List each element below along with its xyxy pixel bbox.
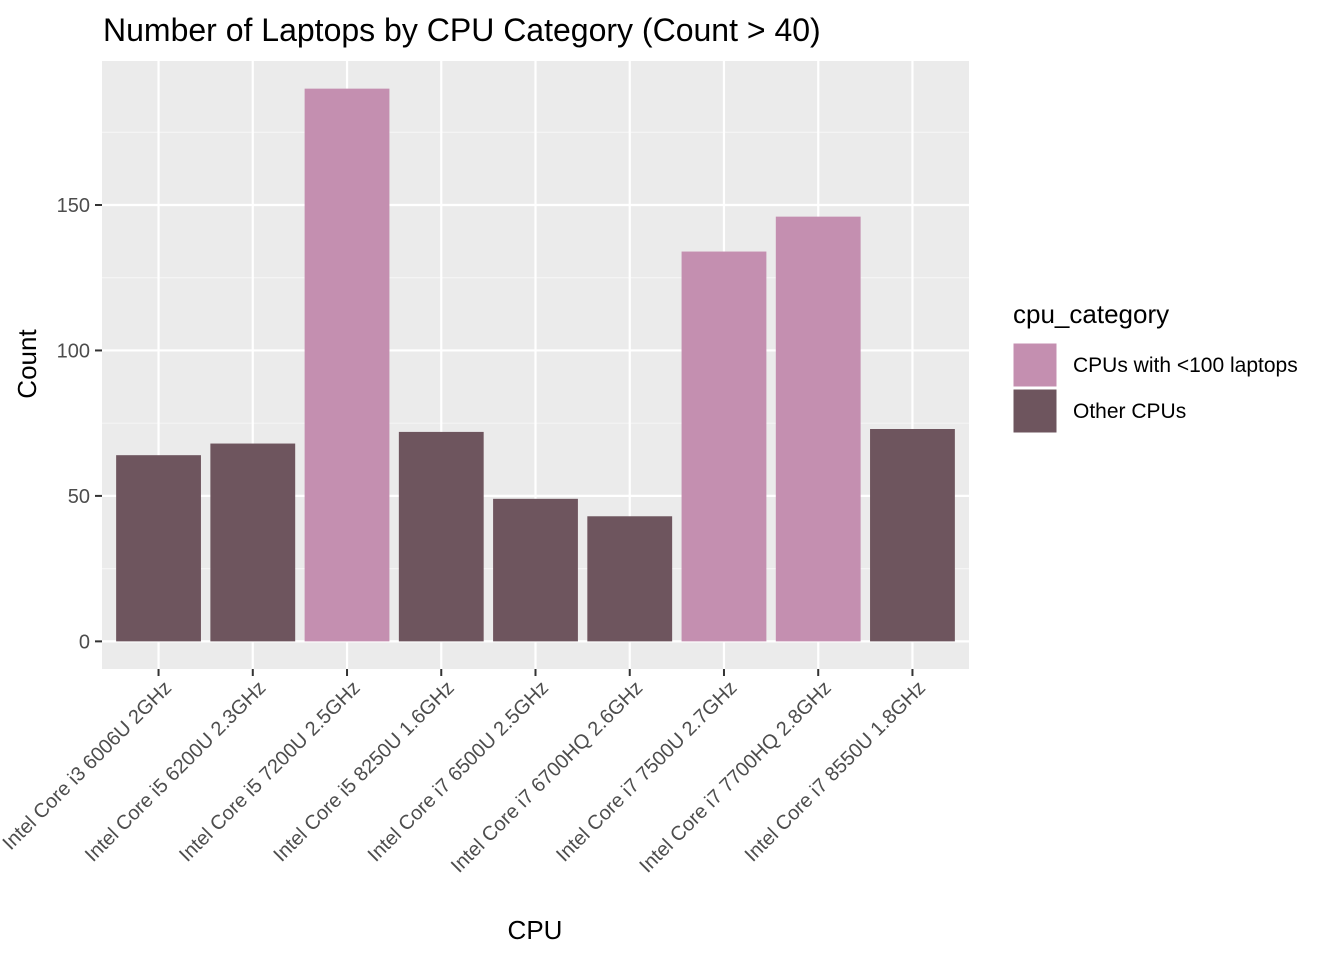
y-tick-label: 100: [57, 340, 90, 362]
y-axis-title: Count: [12, 329, 42, 399]
legend-key: [1012, 342, 1058, 388]
x-tick-label: Intel Core i7 7500U 2.7GHz: [552, 677, 741, 866]
bar: [304, 88, 390, 642]
legend-label: Other CPUs: [1073, 400, 1186, 423]
bar: [398, 431, 484, 642]
legend: cpu_category CPUs with <100 laptops Other…: [1012, 299, 1298, 434]
bar: [775, 216, 861, 642]
chart-title: Number of Laptops by CPU Category (Count…: [103, 12, 821, 48]
bar: [870, 429, 955, 642]
x-tick-label: Intel Core i5 6200U 2.3GHz: [81, 677, 270, 866]
bar: [587, 516, 673, 642]
x-tick-label: Intel Core i7 6500U 2.5GHz: [364, 677, 553, 866]
x-tick-label: Intel Core i3 6006U 2GHz: [0, 677, 176, 854]
x-tick-label: Intel Core i7 7700HQ 2.8GHz: [635, 677, 835, 877]
bar: [493, 498, 578, 642]
y-tick-label: 150: [57, 195, 90, 217]
legend-key: [1012, 388, 1058, 434]
bar: [210, 443, 296, 642]
legend-title: cpu_category: [1013, 299, 1169, 329]
y-axis: 0 50 100 150: [57, 195, 102, 653]
bars: [116, 88, 955, 642]
legend-label: CPUs with <100 laptops: [1073, 354, 1298, 377]
y-tick-label: 0: [79, 631, 90, 653]
y-tick-label: 50: [68, 486, 90, 508]
x-tick-label: Intel Core i5 7200U 2.5GHz: [175, 677, 364, 866]
x-tick-label: Intel Core i5 8250U 1.6GHz: [270, 677, 459, 866]
bar: [681, 251, 767, 642]
x-tick-label: Intel Core i7 6700HQ 2.6GHz: [447, 677, 647, 877]
x-axis-title: CPU: [508, 915, 563, 945]
x-tick-label: Intel Core i7 8550U 1.8GHz: [741, 677, 930, 866]
bar: [116, 455, 201, 642]
